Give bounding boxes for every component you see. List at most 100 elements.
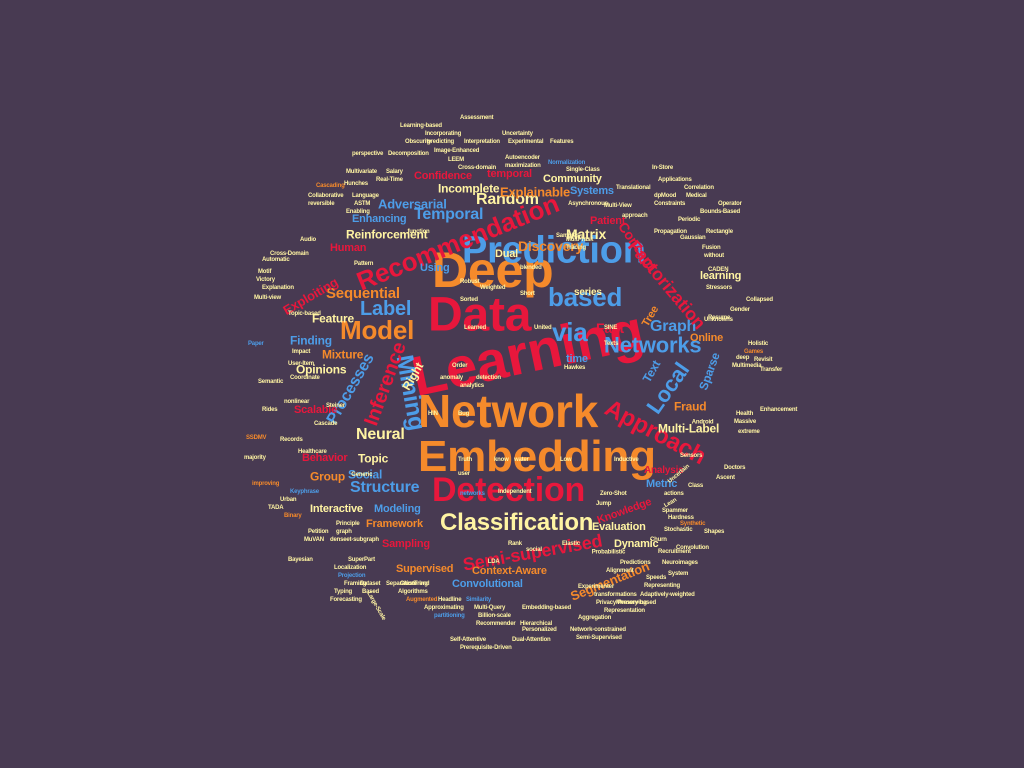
word-framework: Framework <box>366 518 423 531</box>
word-data: Data <box>428 288 532 342</box>
word-finding: Finding <box>290 333 332 348</box>
word-adaptively-weighted: Adaptively-weighted <box>640 592 695 599</box>
word-steiner: Steiner <box>326 403 345 410</box>
word-hawkes: Hawkes <box>564 365 586 372</box>
word-stochastic: Stochastic <box>664 527 693 534</box>
word-texts: Texts <box>604 341 619 348</box>
word-recommender: Recommender <box>476 621 516 628</box>
word-forecasting: Forecasting <box>330 597 362 604</box>
word-aggregation: Aggregation <box>578 615 612 622</box>
word-anomaly: anomaly <box>440 375 463 382</box>
word-normalization: Normalization <box>548 160 586 167</box>
word-ssdmv: SSDMV <box>246 435 267 442</box>
word-graph: graph <box>336 529 352 536</box>
word-convolutional: Convolutional <box>452 578 523 591</box>
word-explainable: Explainable <box>500 184 571 200</box>
word-interactive: Interactive <box>310 503 363 516</box>
word-features: Features <box>550 139 574 146</box>
word-language: Language <box>352 193 379 200</box>
word-salary: Salary <box>386 169 403 176</box>
word-detection: Detection <box>432 470 586 509</box>
word-perspective: perspective <box>352 151 384 158</box>
word-user-item: User-Item <box>288 361 314 368</box>
word-user: user <box>458 471 470 478</box>
word-typing: Typing <box>334 589 353 596</box>
word-opinions: Opinions <box>296 362 347 377</box>
word-dataset: Dataset <box>360 581 381 588</box>
word-asynchronous: Asynchronous <box>568 200 608 207</box>
word-learned: Learned <box>464 325 486 332</box>
word-deep: Deep <box>432 242 554 298</box>
word-gaussian: Gaussian <box>680 235 706 242</box>
word-personalized: Personalized <box>522 627 557 634</box>
word-approximating: Approximating <box>424 605 464 612</box>
word-predicting: predicting <box>427 139 455 146</box>
word-paper: Paper <box>248 341 264 348</box>
word-context-aware: Context-Aware <box>472 565 547 578</box>
word-hardness: Hardness <box>668 515 694 522</box>
word-order: Order <box>452 363 468 370</box>
word-victory: Victory <box>256 277 275 284</box>
word-experimenter: Experimenter <box>578 584 614 591</box>
word-sequential: Sequential <box>326 285 400 302</box>
word-unknowns: Unknowns <box>704 317 733 324</box>
word-prerequisite-driven: Prerequisite-Driven <box>460 645 512 652</box>
word-revisit: Revisit <box>754 357 773 364</box>
word-partitioning: partitioning <box>434 613 465 620</box>
word-embedding-based: Embedding-based <box>522 605 572 612</box>
word-jump: Jump <box>596 501 612 508</box>
word-topic: Topic <box>358 451 389 466</box>
word-prediction: Prediction <box>462 229 646 272</box>
word-correlation: Correlation <box>684 185 714 192</box>
word-learning: learning <box>700 270 742 283</box>
word-maximization: maximization <box>505 163 541 170</box>
word-projection: Projection <box>338 573 366 580</box>
word-memory-based: Memory-based <box>616 600 656 607</box>
word-representing: Representing <box>644 583 680 590</box>
word-framing: Framing <box>344 581 367 588</box>
word-class: Class <box>688 483 704 490</box>
word-weighted: Weighted <box>480 285 506 292</box>
word-predictions: Predictions <box>620 560 651 567</box>
word-android: Android <box>691 419 714 426</box>
word-supervised: Supervised <box>396 563 454 576</box>
word-astm: ASTM <box>354 201 371 208</box>
word-elastic: Elastic <box>562 541 580 548</box>
word-graph: Graph <box>650 318 697 336</box>
word-audio: Audio <box>300 237 316 244</box>
word-dynamic: Dynamic <box>614 538 659 551</box>
word-systems: Systems <box>570 185 614 198</box>
word-scalable: Scalable <box>294 404 338 417</box>
word-denseet-subgraph: denseet-subgraph <box>330 537 379 544</box>
word-doctors: Doctors <box>724 465 746 472</box>
word-evaluation: Evaluation <box>592 521 646 534</box>
word-blended: blended <box>520 265 542 272</box>
word-feature: Feature <box>312 311 354 326</box>
word-stressors: Stressors <box>706 285 732 292</box>
word-single-class: Single-Class <box>566 167 600 174</box>
word-semi-supervised: Semi-Supervised <box>576 635 622 642</box>
word-united: United <box>534 325 552 332</box>
word-neural: Neural <box>356 426 405 444</box>
word-low: Low <box>560 457 572 464</box>
word-reversible: reversible <box>308 201 335 208</box>
word-social: social <box>526 547 542 554</box>
word-via: via <box>552 317 588 348</box>
word-impact: Impact <box>292 349 311 356</box>
word-rectangle: Rectangle <box>706 229 733 236</box>
word-tada: TADA <box>268 505 284 512</box>
word-extreme: extreme <box>738 429 760 436</box>
word-applications: Applications <box>658 177 692 184</box>
word-periodic: Periodic <box>678 217 701 224</box>
word-churn: Churn <box>650 537 667 544</box>
word-samples: Samples <box>556 233 580 240</box>
word-motif: Motif <box>258 269 272 276</box>
word-principle: Principle <box>336 521 360 528</box>
word-interpretation: Interpretation <box>464 139 500 146</box>
word-neuroimages: Neuroimages <box>662 560 698 567</box>
word-zero-shot: Zero-Shot <box>600 491 627 498</box>
word-cross-domain: Cross-Domain <box>270 251 309 258</box>
word-transformations: transformations <box>594 592 637 599</box>
word-coordinate: Coordinate <box>290 375 320 382</box>
word-bug: Bug <box>458 411 470 418</box>
